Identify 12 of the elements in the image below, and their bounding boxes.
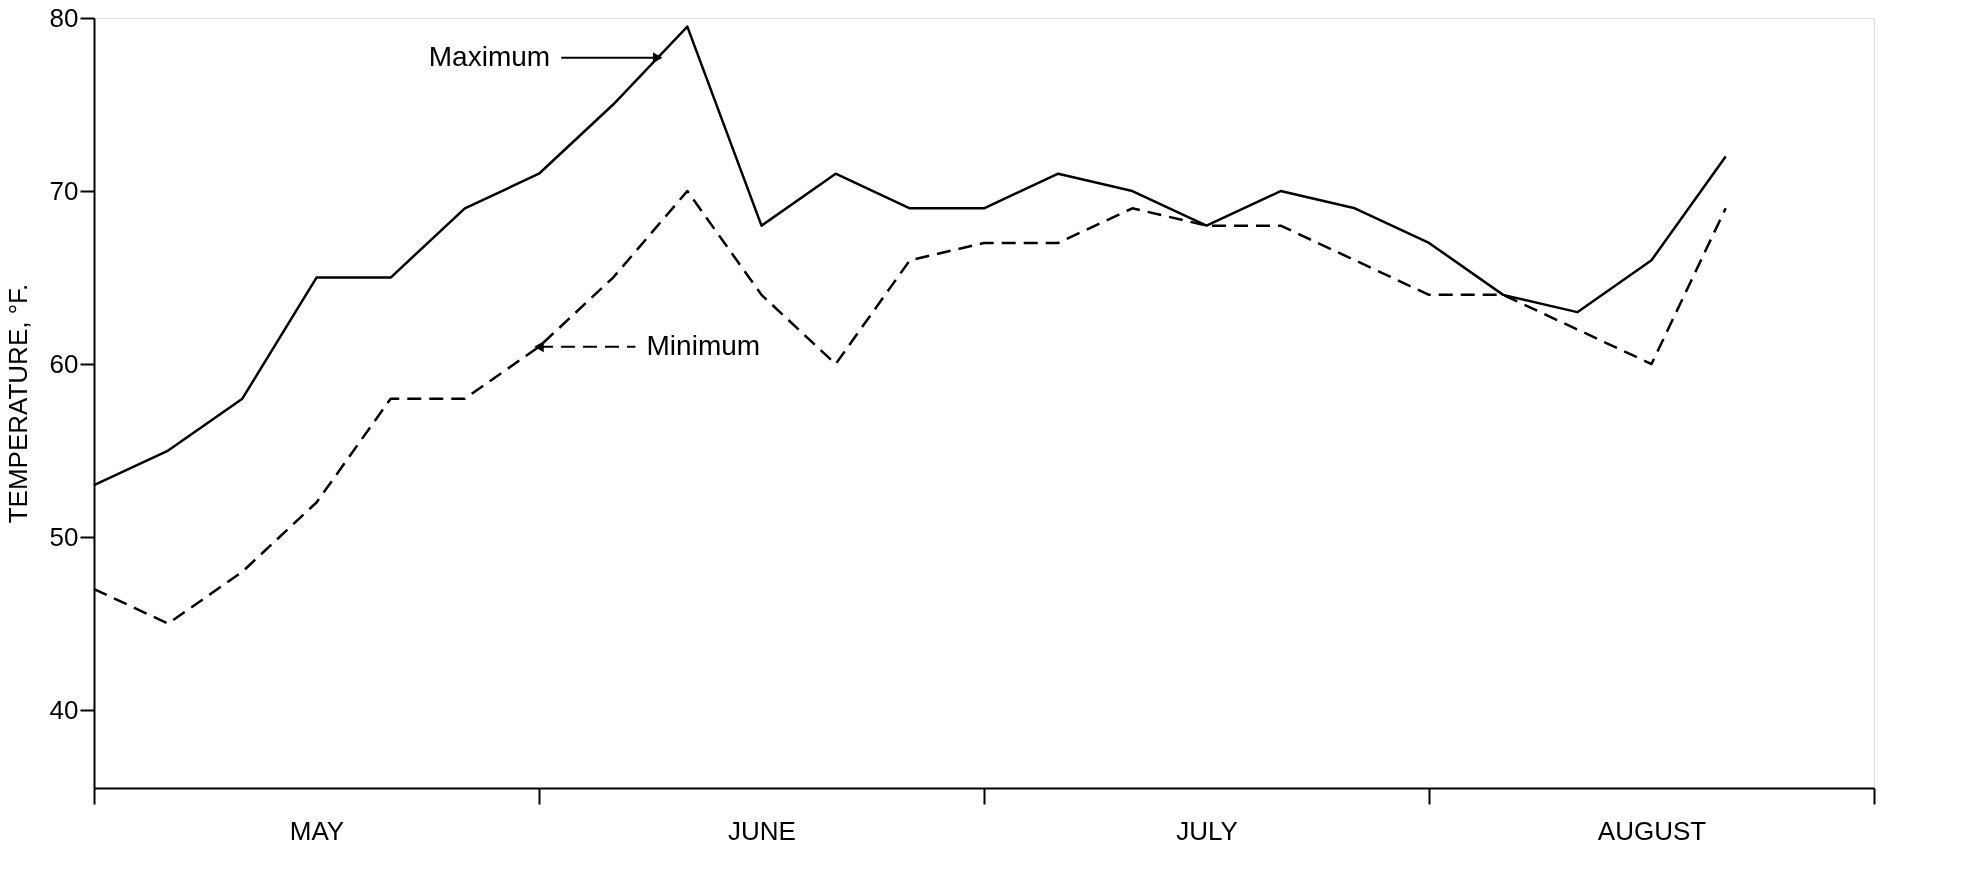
y-tick-label: 40 — [49, 694, 79, 725]
y-tick-label: 70 — [49, 175, 79, 206]
text: Maximum — [428, 40, 551, 72]
x-tick-label: JUNE — [728, 815, 796, 846]
x-tick-label: MAY — [289, 815, 345, 846]
y-tick-label: 60 — [49, 348, 79, 379]
x-tick-label: JULY — [1176, 815, 1238, 846]
y-tick-label: 50 — [49, 521, 79, 552]
legend-label: Minimum — [646, 329, 761, 361]
y-tick-label: 80 — [49, 2, 79, 33]
x-tick-label: AUGUST — [1597, 815, 1707, 846]
y-axis-title: TEMPERATURE, °F. — [2, 283, 33, 524]
